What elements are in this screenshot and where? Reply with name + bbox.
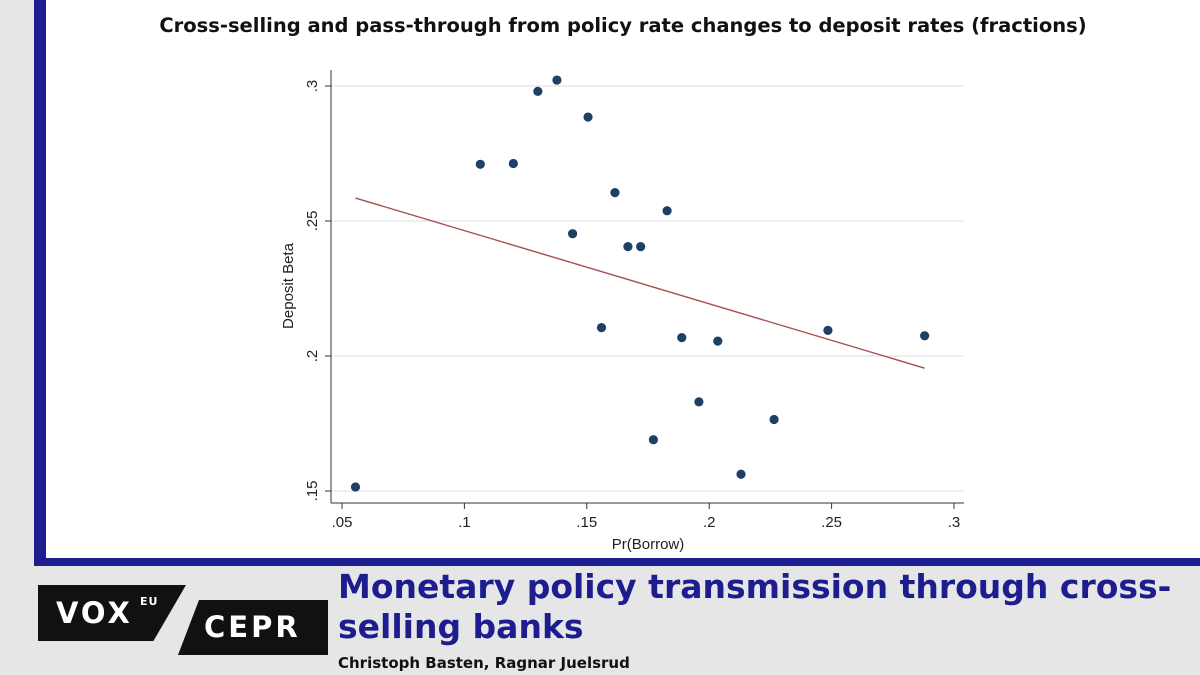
x-tick-label: .2 <box>703 514 716 531</box>
data-point <box>713 336 723 346</box>
data-point <box>568 229 578 239</box>
data-point <box>596 323 607 333</box>
x-tick-label: .15 <box>576 514 597 531</box>
data-point <box>610 188 620 198</box>
article-authors: Christoph Basten, Ragnar Juelsrud <box>338 654 630 672</box>
data-point <box>648 435 658 445</box>
vox-logo-superscript: EU <box>140 595 159 608</box>
data-point <box>823 325 833 335</box>
voxeu-logo: VOX EU <box>38 585 186 641</box>
x-tick-label: .25 <box>821 514 842 531</box>
data-point <box>475 159 485 169</box>
data-point <box>920 331 930 341</box>
axes: .15 .2 .25 .3 .05 .1 .15 .2 .25 .3 <box>304 70 964 531</box>
x-axis-label: Pr(Borrow) <box>612 536 685 553</box>
chart-panel <box>46 0 1200 558</box>
y-tick-label: .2 <box>304 350 321 363</box>
data-point <box>662 206 672 216</box>
y-axis-label: Deposit Beta <box>280 242 297 329</box>
y-tick-label: .25 <box>304 211 321 232</box>
scatter-plot: .15 .2 .25 .3 .05 .1 .15 .2 .25 .3 Pr(Borrow) Dep… <box>280 70 964 553</box>
chart-title: Cross-selling and pass-through from poli… <box>159 14 1087 37</box>
cepr-logo-text: CEPR <box>204 610 301 644</box>
fit-line <box>355 197 925 369</box>
article-title: Monetary policy transmission through cro… <box>338 567 1172 646</box>
data-points <box>350 75 930 492</box>
data-point <box>533 86 543 96</box>
gridlines <box>331 85 964 492</box>
data-point <box>636 242 646 252</box>
data-point <box>736 469 746 479</box>
x-tick-label: .3 <box>948 514 961 531</box>
cepr-logo: CEPR <box>178 600 328 655</box>
data-point <box>677 333 687 343</box>
fit-line-group <box>355 197 925 369</box>
y-tick-label: .3 <box>304 80 321 93</box>
x-tick-label: .05 <box>332 514 353 531</box>
data-point <box>583 112 593 122</box>
y-tick-label: .15 <box>304 481 321 502</box>
data-point <box>769 414 779 425</box>
data-point <box>508 158 518 169</box>
data-point <box>350 482 361 492</box>
x-tick-label: .1 <box>458 514 471 531</box>
data-point <box>623 242 633 252</box>
data-point <box>694 397 704 407</box>
data-point <box>552 75 562 85</box>
vox-logo-text: VOX <box>56 596 133 630</box>
